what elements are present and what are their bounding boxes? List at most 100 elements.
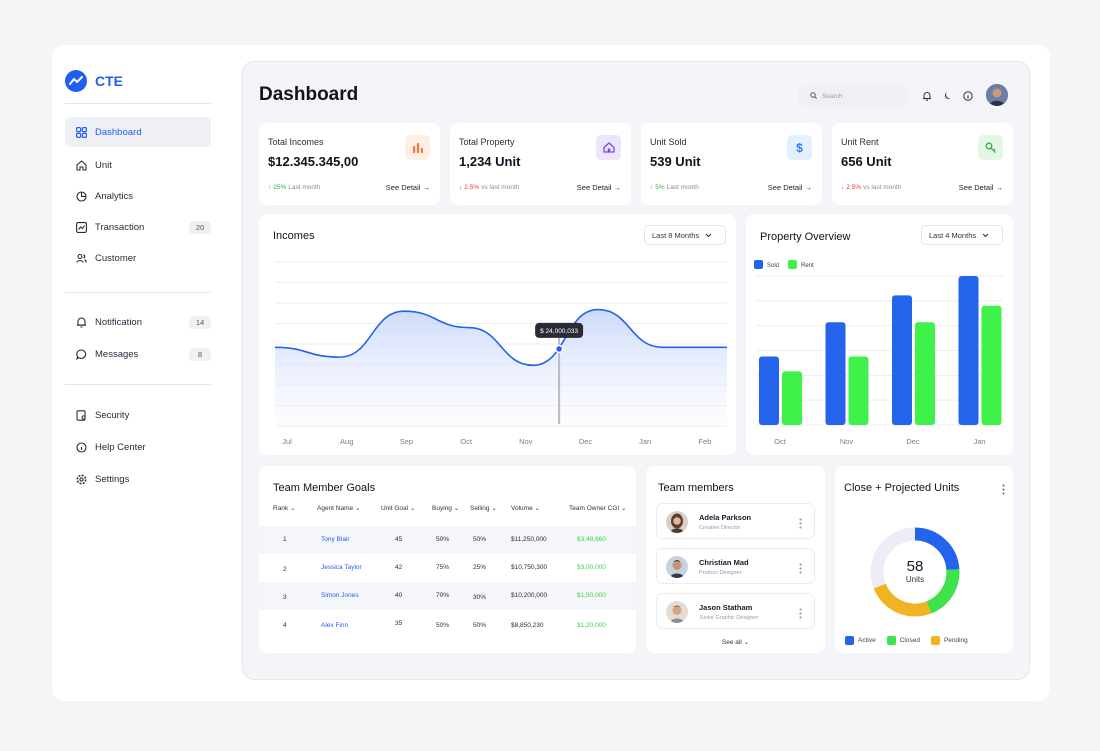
highlight-point[interactable] <box>554 344 564 354</box>
up-arrow-icon: ↑ <box>650 184 654 191</box>
donut-slice-remaining[interactable] <box>870 527 916 589</box>
volume-cell: $10,750,300 <box>511 564 548 571</box>
stat-value: 656 Unit <box>841 154 892 169</box>
up-arrow-icon: ↑ <box>268 184 272 191</box>
column-header-team-owner-cgi[interactable]: Team Owner CGI ⌄ <box>569 504 626 512</box>
more-vertical-icon[interactable] <box>799 516 802 534</box>
bar-rent[interactable] <box>782 371 802 425</box>
donut-slice-pending[interactable] <box>873 583 932 617</box>
bar-sold[interactable] <box>759 356 779 425</box>
incomes-title: Incomes <box>273 230 315 242</box>
see-detail-link[interactable]: See Detail → <box>577 183 621 192</box>
x-tick-label: Jan <box>639 437 651 446</box>
column-header-agent-name[interactable]: Agent Name ⌄ <box>317 504 360 512</box>
dark-mode-moon-icon[interactable] <box>943 91 953 101</box>
column-header-label: Unit Goal <box>381 505 409 512</box>
table-row[interactable]: 1 Tony Blair 45 50% 50% $11,250,000 $3,4… <box>259 526 636 554</box>
trend-icon <box>75 221 87 233</box>
bar-rent[interactable] <box>981 305 1002 425</box>
donut-center-value: 58 <box>906 558 924 575</box>
x-tick-label: Jan <box>973 437 985 446</box>
bar-sold[interactable] <box>892 295 912 425</box>
donut-slice-active[interactable] <box>914 527 960 571</box>
agent-name-link[interactable]: Alex Finn <box>321 622 349 629</box>
list-item[interactable]: Adela Parkson Creative Director <box>656 503 815 539</box>
bar-rent[interactable] <box>915 322 935 425</box>
stat-change: ↓ 2.5% vs last month <box>841 184 901 191</box>
sidebar-item-notification[interactable]: Notification 14 <box>65 307 211 337</box>
bar-sold[interactable] <box>825 322 846 425</box>
sidebar-item-settings[interactable]: Settings <box>65 464 211 494</box>
rank-cell: 3 <box>283 594 287 601</box>
sidebar-item-unit[interactable]: Unit <box>65 150 211 180</box>
more-vertical-icon[interactable] <box>799 561 802 579</box>
down-arrow-icon: ↓ <box>841 184 845 191</box>
gear-icon <box>75 473 87 485</box>
bar-sold[interactable] <box>958 276 979 425</box>
brand[interactable]: CTE <box>65 68 211 94</box>
column-header-selling[interactable]: Selling ⌄ <box>470 504 497 512</box>
column-header-label: Selling <box>470 505 490 512</box>
legend-label: Active <box>858 637 876 644</box>
agent-name-link[interactable]: Jessica Taylor <box>321 564 362 571</box>
see-detail-link[interactable]: See Detail → <box>959 183 1003 192</box>
bar-rent[interactable] <box>848 356 869 425</box>
column-header-label: Team Owner CGI <box>569 505 620 512</box>
sidebar-item-security[interactable]: Security <box>65 400 211 430</box>
close-projected-title: Close + Projected Units <box>844 482 960 494</box>
sidebar-item-help-center[interactable]: Help Center <box>65 432 211 462</box>
more-vertical-icon[interactable] <box>799 606 802 624</box>
sidebar-item-customer[interactable]: Customer <box>65 243 211 273</box>
incomes-card: Incomes Last 8 Months $ 24,000,033 Jul Aug… <box>259 214 736 455</box>
rank-cell: 1 <box>283 536 287 543</box>
column-header-volume[interactable]: Volume ⌄ <box>511 504 540 512</box>
donut-slice-closed[interactable] <box>926 569 960 614</box>
x-tick-label: Dec <box>906 437 920 446</box>
agent-name-link[interactable]: Simon Jones <box>321 592 359 599</box>
stat-label: Unit Sold <box>650 137 687 147</box>
list-item[interactable]: Christian Mad Product Designer <box>656 548 815 584</box>
avatar <box>666 601 688 623</box>
dollar-icon: $ <box>787 135 812 160</box>
selling-cell: 50% <box>473 536 487 543</box>
table-row[interactable]: 3 Simon Jones 40 70% 30% $10,200,000 $1,… <box>259 582 636 610</box>
team-goals-card: Team Member Goals Rank ⌄ Agent Name ⌄ Un… <box>259 466 636 653</box>
sort-icon: ⌄ <box>354 505 361 512</box>
agent-name-link[interactable]: Tony Blair <box>321 536 350 543</box>
buying-cell: 75% <box>436 564 450 571</box>
sidebar-item-messages[interactable]: Messages 8 <box>65 339 211 369</box>
table-row[interactable]: 4 Alex Finn 35 50% 50% $8,850,230 $1,20,… <box>259 610 636 638</box>
column-header-buying[interactable]: Buying ⌄ <box>432 504 459 512</box>
property-chart: Sold Rent Oct Nov Dec Jan <box>754 260 1003 446</box>
stat-card-unit-sold: Unit Sold 539 Unit $ ↑ 5% Last month See… <box>641 123 822 205</box>
table-row[interactable]: 2 Jessica Taylor 42 75% 25% $10,750,300 … <box>259 554 636 582</box>
legend-swatch <box>754 260 763 269</box>
sidebar-item-analytics[interactable]: Analytics <box>65 181 211 211</box>
grid-icon <box>75 126 87 138</box>
messages-count-badge: 8 <box>189 347 211 361</box>
incomes-area <box>275 309 727 426</box>
legend-label: Sold <box>767 263 779 269</box>
legend-item-pending: Pending <box>930 636 968 645</box>
sidebar-item-dashboard[interactable]: Dashboard <box>65 117 211 147</box>
member-role: Creative Director <box>699 525 741 531</box>
incomes-range-select[interactable]: Last 8 Months <box>644 225 726 245</box>
list-item[interactable]: Jason Statham Junior Graphic Designer <box>656 593 815 629</box>
see-detail-link[interactable]: See Detail → <box>768 183 812 192</box>
selling-cell: 50% <box>473 622 487 629</box>
volume-cell: $10,200,000 <box>511 592 548 599</box>
column-header-rank[interactable]: Rank ⌄ <box>273 504 295 512</box>
column-header-unit-goal[interactable]: Unit Goal ⌄ <box>381 504 415 512</box>
sidebar-item-transaction[interactable]: Transaction 20 <box>65 212 211 242</box>
see-detail-link[interactable]: See Detail → <box>386 183 430 192</box>
more-vertical-icon[interactable] <box>1002 482 1005 500</box>
stat-change-percent: 2.5% <box>464 184 480 191</box>
search-input[interactable]: Search <box>798 85 910 107</box>
bell-icon[interactable] <box>922 91 932 101</box>
sort-icon: ⌄ <box>453 505 460 512</box>
property-range-select[interactable]: Last 4 Months <box>921 225 1003 245</box>
info-icon[interactable] <box>963 91 973 101</box>
stat-change-percent: 2.5% <box>846 184 862 191</box>
user-avatar[interactable] <box>986 84 1008 106</box>
see-all-link[interactable]: See all ⌄ <box>646 638 825 646</box>
